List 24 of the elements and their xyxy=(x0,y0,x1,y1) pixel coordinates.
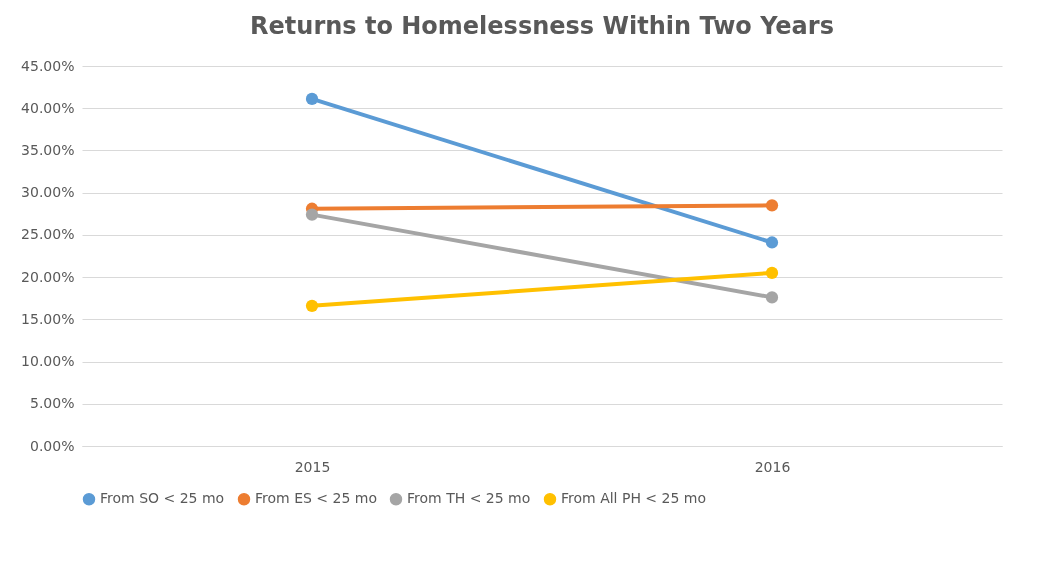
legend-label: From TH < 25 mo xyxy=(407,490,531,507)
y-tick-label: 30.00% xyxy=(21,184,75,201)
x-tick-label: 2016 xyxy=(754,458,791,475)
y-tick-label: 5.00% xyxy=(30,395,75,412)
legend-label: From All PH < 25 mo xyxy=(561,490,707,507)
y-tick-label: 40.00% xyxy=(21,99,75,116)
point xyxy=(305,299,319,312)
legend-label: From SO < 25 mo xyxy=(100,490,225,507)
point xyxy=(765,291,779,304)
y-tick-label: 45.00% xyxy=(21,57,75,74)
y-tick-label: 20.00% xyxy=(21,268,75,285)
x-tick-label: 2015 xyxy=(294,458,331,475)
legend-label: From ES < 25 mo xyxy=(255,490,377,507)
point xyxy=(765,266,779,279)
y-tick-label: 0.00% xyxy=(30,437,75,454)
chart-title: Returns to Homelessness Within Two Years xyxy=(250,12,834,40)
y-tick-label: 15.00% xyxy=(21,310,75,327)
point xyxy=(765,199,779,212)
point xyxy=(765,236,779,249)
point xyxy=(305,92,319,106)
y-tick-label: 25.00% xyxy=(21,226,75,243)
point xyxy=(305,208,319,221)
y-tick-label: 10.00% xyxy=(21,353,75,370)
y-tick-label: 35.00% xyxy=(21,141,75,158)
